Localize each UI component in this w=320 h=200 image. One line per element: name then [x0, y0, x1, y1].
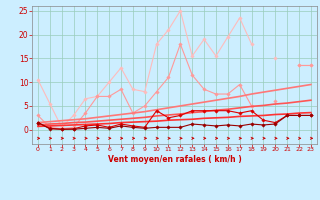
X-axis label: Vent moyen/en rafales ( km/h ): Vent moyen/en rafales ( km/h ) [108, 155, 241, 164]
